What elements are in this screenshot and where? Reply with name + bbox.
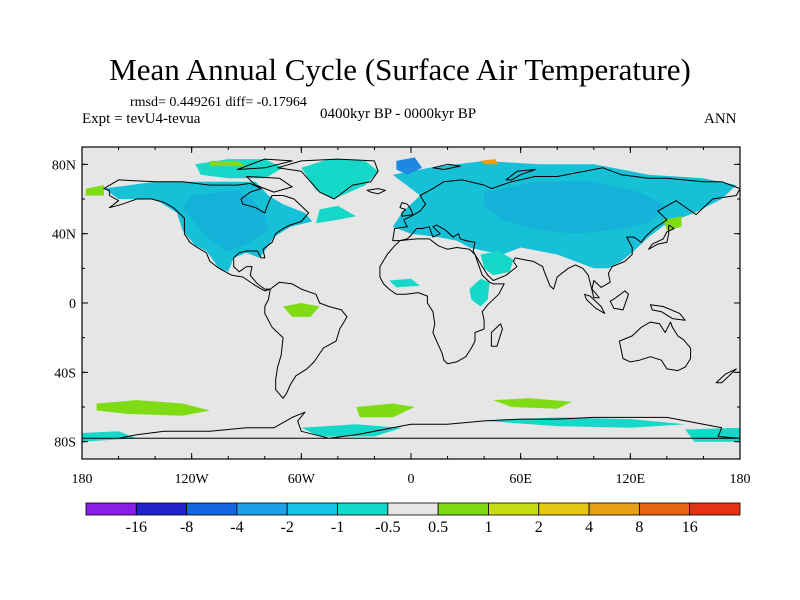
colorbar-swatch xyxy=(237,503,287,515)
colorbar-swatch xyxy=(86,503,136,515)
colorbar-label: 1 xyxy=(484,519,492,537)
x-tick-label: 60E xyxy=(509,472,532,487)
colorbar-label: 16 xyxy=(682,519,698,537)
x-tick-label: 180 xyxy=(730,472,751,487)
colorbar-label: 2 xyxy=(535,519,543,537)
x-tick-label: 0 xyxy=(408,472,415,487)
colorbar-swatch xyxy=(589,503,639,515)
colorbar-swatch xyxy=(388,503,438,515)
x-tick-label: 180 xyxy=(72,472,93,487)
y-tick-label: 0 xyxy=(69,297,76,312)
x-tick-label: 120W xyxy=(175,472,210,487)
colorbar-label: -1 xyxy=(331,519,344,537)
colorbar-swatch xyxy=(136,503,186,515)
colorbar-swatch xyxy=(539,503,589,515)
y-tick-label: 80S xyxy=(54,436,76,451)
colorbar-label: -2 xyxy=(281,519,294,537)
colorbar-label: 0.5 xyxy=(428,519,448,537)
colorbar-label: -0.5 xyxy=(375,519,400,537)
colorbar xyxy=(86,503,740,515)
colorbar-swatch xyxy=(488,503,538,515)
x-tick-label: 60W xyxy=(288,472,316,487)
colorbar-swatch xyxy=(338,503,388,515)
y-tick-label: 80N xyxy=(52,158,76,173)
colorbar-swatch xyxy=(287,503,337,515)
colorbar-label: -16 xyxy=(126,519,147,537)
colorbar-label: 8 xyxy=(635,519,643,537)
map-area xyxy=(82,147,740,459)
x-tick-label: 120E xyxy=(616,472,646,487)
colorbar-swatch xyxy=(187,503,237,515)
colorbar-swatch xyxy=(639,503,689,515)
colorbar-label: -4 xyxy=(230,519,243,537)
map-figure: 180 120W 60W 0 60E 120E 180 80N 40N 0 40S 80S xyxy=(0,0,800,600)
colorbar-label: 4 xyxy=(585,519,593,537)
y-tick-label: 40N xyxy=(52,228,76,243)
colorbar-swatch xyxy=(690,503,740,515)
colorbar-swatch xyxy=(438,503,488,515)
colorbar-label: -8 xyxy=(180,519,193,537)
y-tick-label: 40S xyxy=(54,366,76,381)
anomaly-region-antarctica-pacific-cold xyxy=(685,428,740,442)
